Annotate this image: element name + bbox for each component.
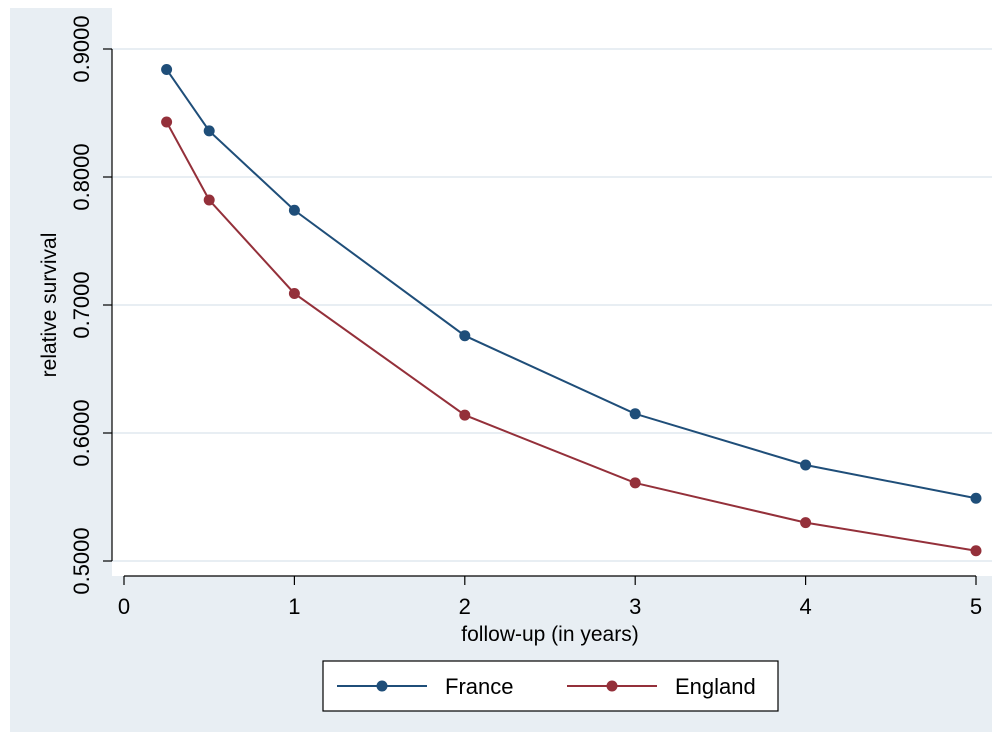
- y-axis-title: relative survival: [38, 233, 61, 378]
- legend-key-marker-france: [376, 680, 388, 692]
- data-point-england-2: [288, 287, 300, 299]
- legend-key-marker-england: [606, 680, 618, 692]
- x-tick-label-1: 1: [288, 594, 300, 619]
- data-point-france-2: [288, 204, 300, 216]
- data-point-france-4: [629, 408, 641, 420]
- plot-area: [112, 8, 992, 576]
- legend-label-france: France: [445, 674, 513, 699]
- data-point-england-3: [459, 409, 471, 421]
- data-point-france-5: [800, 459, 812, 471]
- x-tick-label-5: 5: [970, 594, 982, 619]
- data-point-england-6: [970, 545, 982, 557]
- data-point-france-6: [970, 492, 982, 504]
- legend-label-england: England: [675, 674, 756, 699]
- y-tick-label-1: 0.6000: [69, 399, 94, 466]
- x-tick-label-2: 2: [459, 594, 471, 619]
- data-point-france-1: [203, 125, 215, 137]
- data-point-france-3: [459, 330, 471, 342]
- y-tick-label-2: 0.7000: [69, 271, 94, 338]
- y-tick-label-0: 0.5000: [69, 527, 94, 594]
- data-point-england-5: [800, 517, 812, 529]
- y-tick-label-4: 0.9000: [69, 15, 94, 82]
- data-point-france-0: [161, 63, 173, 75]
- x-tick-label-4: 4: [799, 594, 811, 619]
- data-point-england-1: [203, 194, 215, 206]
- data-point-england-4: [629, 477, 641, 489]
- y-tick-label-3: 0.8000: [69, 143, 94, 210]
- x-tick-label-3: 3: [629, 594, 641, 619]
- x-tick-label-0: 0: [118, 594, 130, 619]
- data-point-england-0: [161, 116, 173, 128]
- x-axis-title: follow-up (in years): [461, 623, 638, 646]
